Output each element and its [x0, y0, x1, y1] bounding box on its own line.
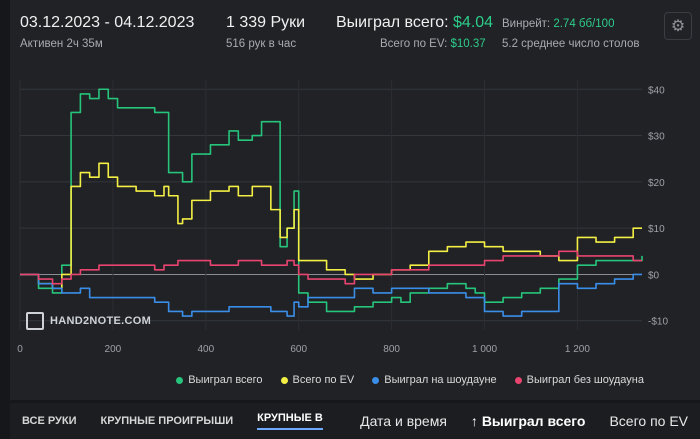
tab-big-losses[interactable]: КРУПНЫЕ ПРОИГРЫШИ	[100, 415, 234, 427]
x-tick-label: 200	[105, 344, 122, 355]
legend-item-showdown[interactable]: Выиграл на шоудауне	[372, 370, 497, 390]
sort-won-total[interactable]: ↑ Выиграл всего	[459, 413, 598, 429]
hand2note-logo-icon	[26, 312, 44, 330]
legend-item-non-showdown[interactable]: Выиграл без шоудауна	[514, 370, 644, 390]
legend-label-ev-total: Всего по EV	[292, 374, 355, 386]
legend-dot-won-total	[176, 376, 184, 384]
y-tick-label: $0	[648, 270, 660, 281]
won-total-value: $4.04	[453, 14, 494, 31]
series-line-2	[20, 273, 642, 317]
sort-date-time[interactable]: Дата и время	[360, 413, 447, 429]
active-time: Активен 2ч 35м	[20, 38, 103, 50]
ev-total: Всего по EV: $10.37	[380, 38, 486, 50]
hand2note-logo-text: HAND2NOTE.COM	[50, 315, 152, 327]
tab-big-wins[interactable]: КРУПНЫЕ В	[245, 412, 335, 430]
winrate-value: 2.74 бб/100	[553, 18, 615, 30]
legend-dot-showdown	[372, 376, 380, 384]
tab-all-hands[interactable]: ВСЕ РУКИ	[22, 415, 77, 427]
ev-total-value: $10.37	[450, 38, 486, 50]
settings-button[interactable]: ⚙	[664, 12, 692, 40]
x-tick-label: 800	[383, 344, 400, 355]
chart-legend: Выиграл всего Всего по EV Выиграл на шоу…	[10, 370, 700, 390]
legend-label-showdown: Выиграл на шоудауне	[384, 374, 497, 386]
legend-label-won-total: Выиграл всего	[188, 374, 263, 386]
profit-chart: $40 $30 $20 $10 $0 -$10 0 200 400 600 800 1 000 1 20…	[17, 80, 668, 355]
series-line-1	[20, 162, 642, 290]
avg-tables: 5.2 среднее число столов	[502, 38, 640, 50]
x-tick-label: 600	[290, 344, 307, 355]
won-total-label: Выиграл всего:	[336, 14, 449, 31]
legend-item-won-total[interactable]: Выиграл всего	[176, 370, 263, 390]
legend-item-ev-total[interactable]: Всего по EV	[280, 370, 355, 390]
hands-tabs: ВСЕ РУКИ КРУПНЫЕ ПРОИГРЫШИ КРУПНЫЕ В Дат…	[10, 403, 700, 439]
y-tick-label: $20	[648, 178, 665, 189]
x-tick-label: 400	[197, 344, 214, 355]
legend-dot-ev-total	[280, 376, 288, 384]
sort-header: Дата и время ↑ Выиграл всего Всего по EV	[348, 403, 700, 439]
ev-total-label: Всего по EV:	[380, 38, 448, 50]
gear-icon: ⚙	[670, 18, 686, 35]
series-line-3	[20, 250, 642, 285]
y-tick-label: $30	[648, 132, 665, 143]
won-total: Выиграл всего: $4.04	[336, 14, 493, 32]
legend-dot-non-showdown	[514, 376, 522, 384]
hand2note-logo: HAND2NOTE.COM	[26, 312, 151, 330]
graph-panel	[10, 0, 700, 400]
hands-count: 1 339 Руки	[226, 14, 306, 31]
winrate: Винрейт: 2.74 бб/100	[502, 18, 614, 30]
legend-label-non-showdown: Выиграл без шоудауна	[526, 374, 644, 386]
x-tick-label: 1 200	[565, 344, 590, 355]
sort-ev-total[interactable]: Всего по EV	[609, 413, 688, 429]
sort-won-total-label: Выиграл всего	[481, 413, 586, 429]
y-tick-label: $40	[648, 85, 665, 96]
x-tick-label: 0	[17, 344, 23, 355]
session-stats: 03.12.2023 - 04.12.2023 Активен 2ч 35м 1…	[10, 0, 700, 60]
sort-arrow-up-icon: ↑	[470, 413, 478, 429]
x-tick-label: 1 000	[472, 344, 497, 355]
winrate-label: Винрейт:	[502, 18, 551, 30]
y-tick-label: -$10	[648, 317, 668, 328]
date-range: 03.12.2023 - 04.12.2023	[20, 14, 195, 31]
hands-per-hour: 516 рук в час	[226, 38, 297, 50]
y-tick-label: $10	[648, 224, 665, 235]
